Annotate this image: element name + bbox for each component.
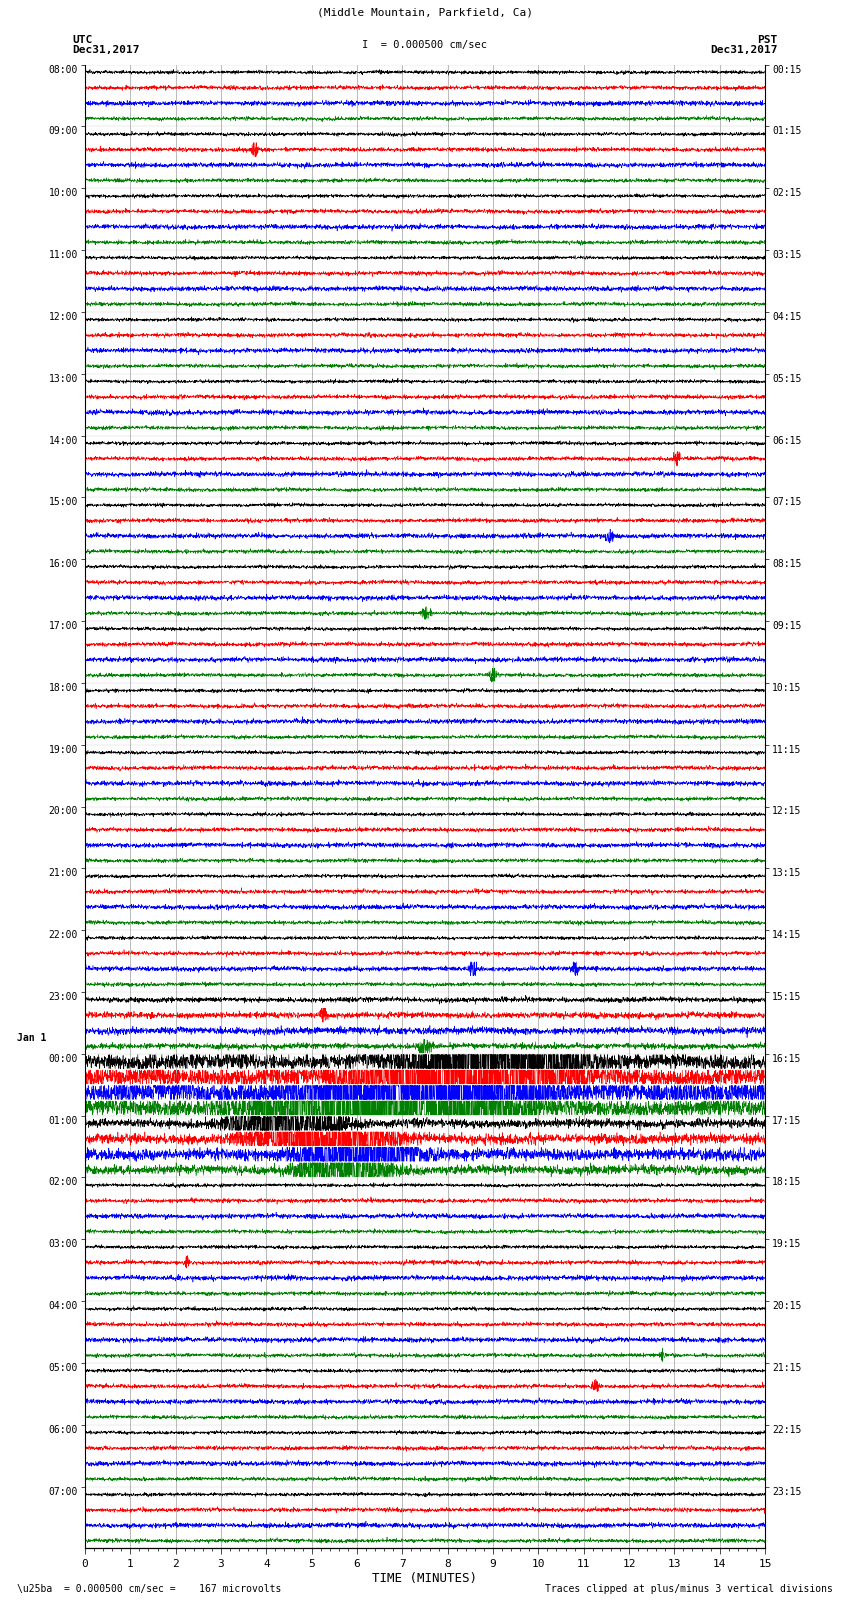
Text: Jan 1: Jan 1 [17, 1034, 46, 1044]
Text: \u25ba  = 0.000500 cm/sec =    167 microvolts: \u25ba = 0.000500 cm/sec = 167 microvolt… [17, 1584, 281, 1594]
Text: Traces clipped at plus/minus 3 vertical divisions: Traces clipped at plus/minus 3 vertical … [545, 1584, 833, 1594]
Text: (Middle Mountain, Parkfield, Ca): (Middle Mountain, Parkfield, Ca) [317, 6, 533, 18]
Text: PST: PST [757, 35, 778, 45]
Text: Dec31,2017: Dec31,2017 [72, 45, 139, 55]
Text: I  = 0.000500 cm/sec: I = 0.000500 cm/sec [362, 40, 488, 50]
Text: UTC: UTC [72, 35, 93, 45]
Text: Dec31,2017: Dec31,2017 [711, 45, 778, 55]
X-axis label: TIME (MINUTES): TIME (MINUTES) [372, 1571, 478, 1584]
